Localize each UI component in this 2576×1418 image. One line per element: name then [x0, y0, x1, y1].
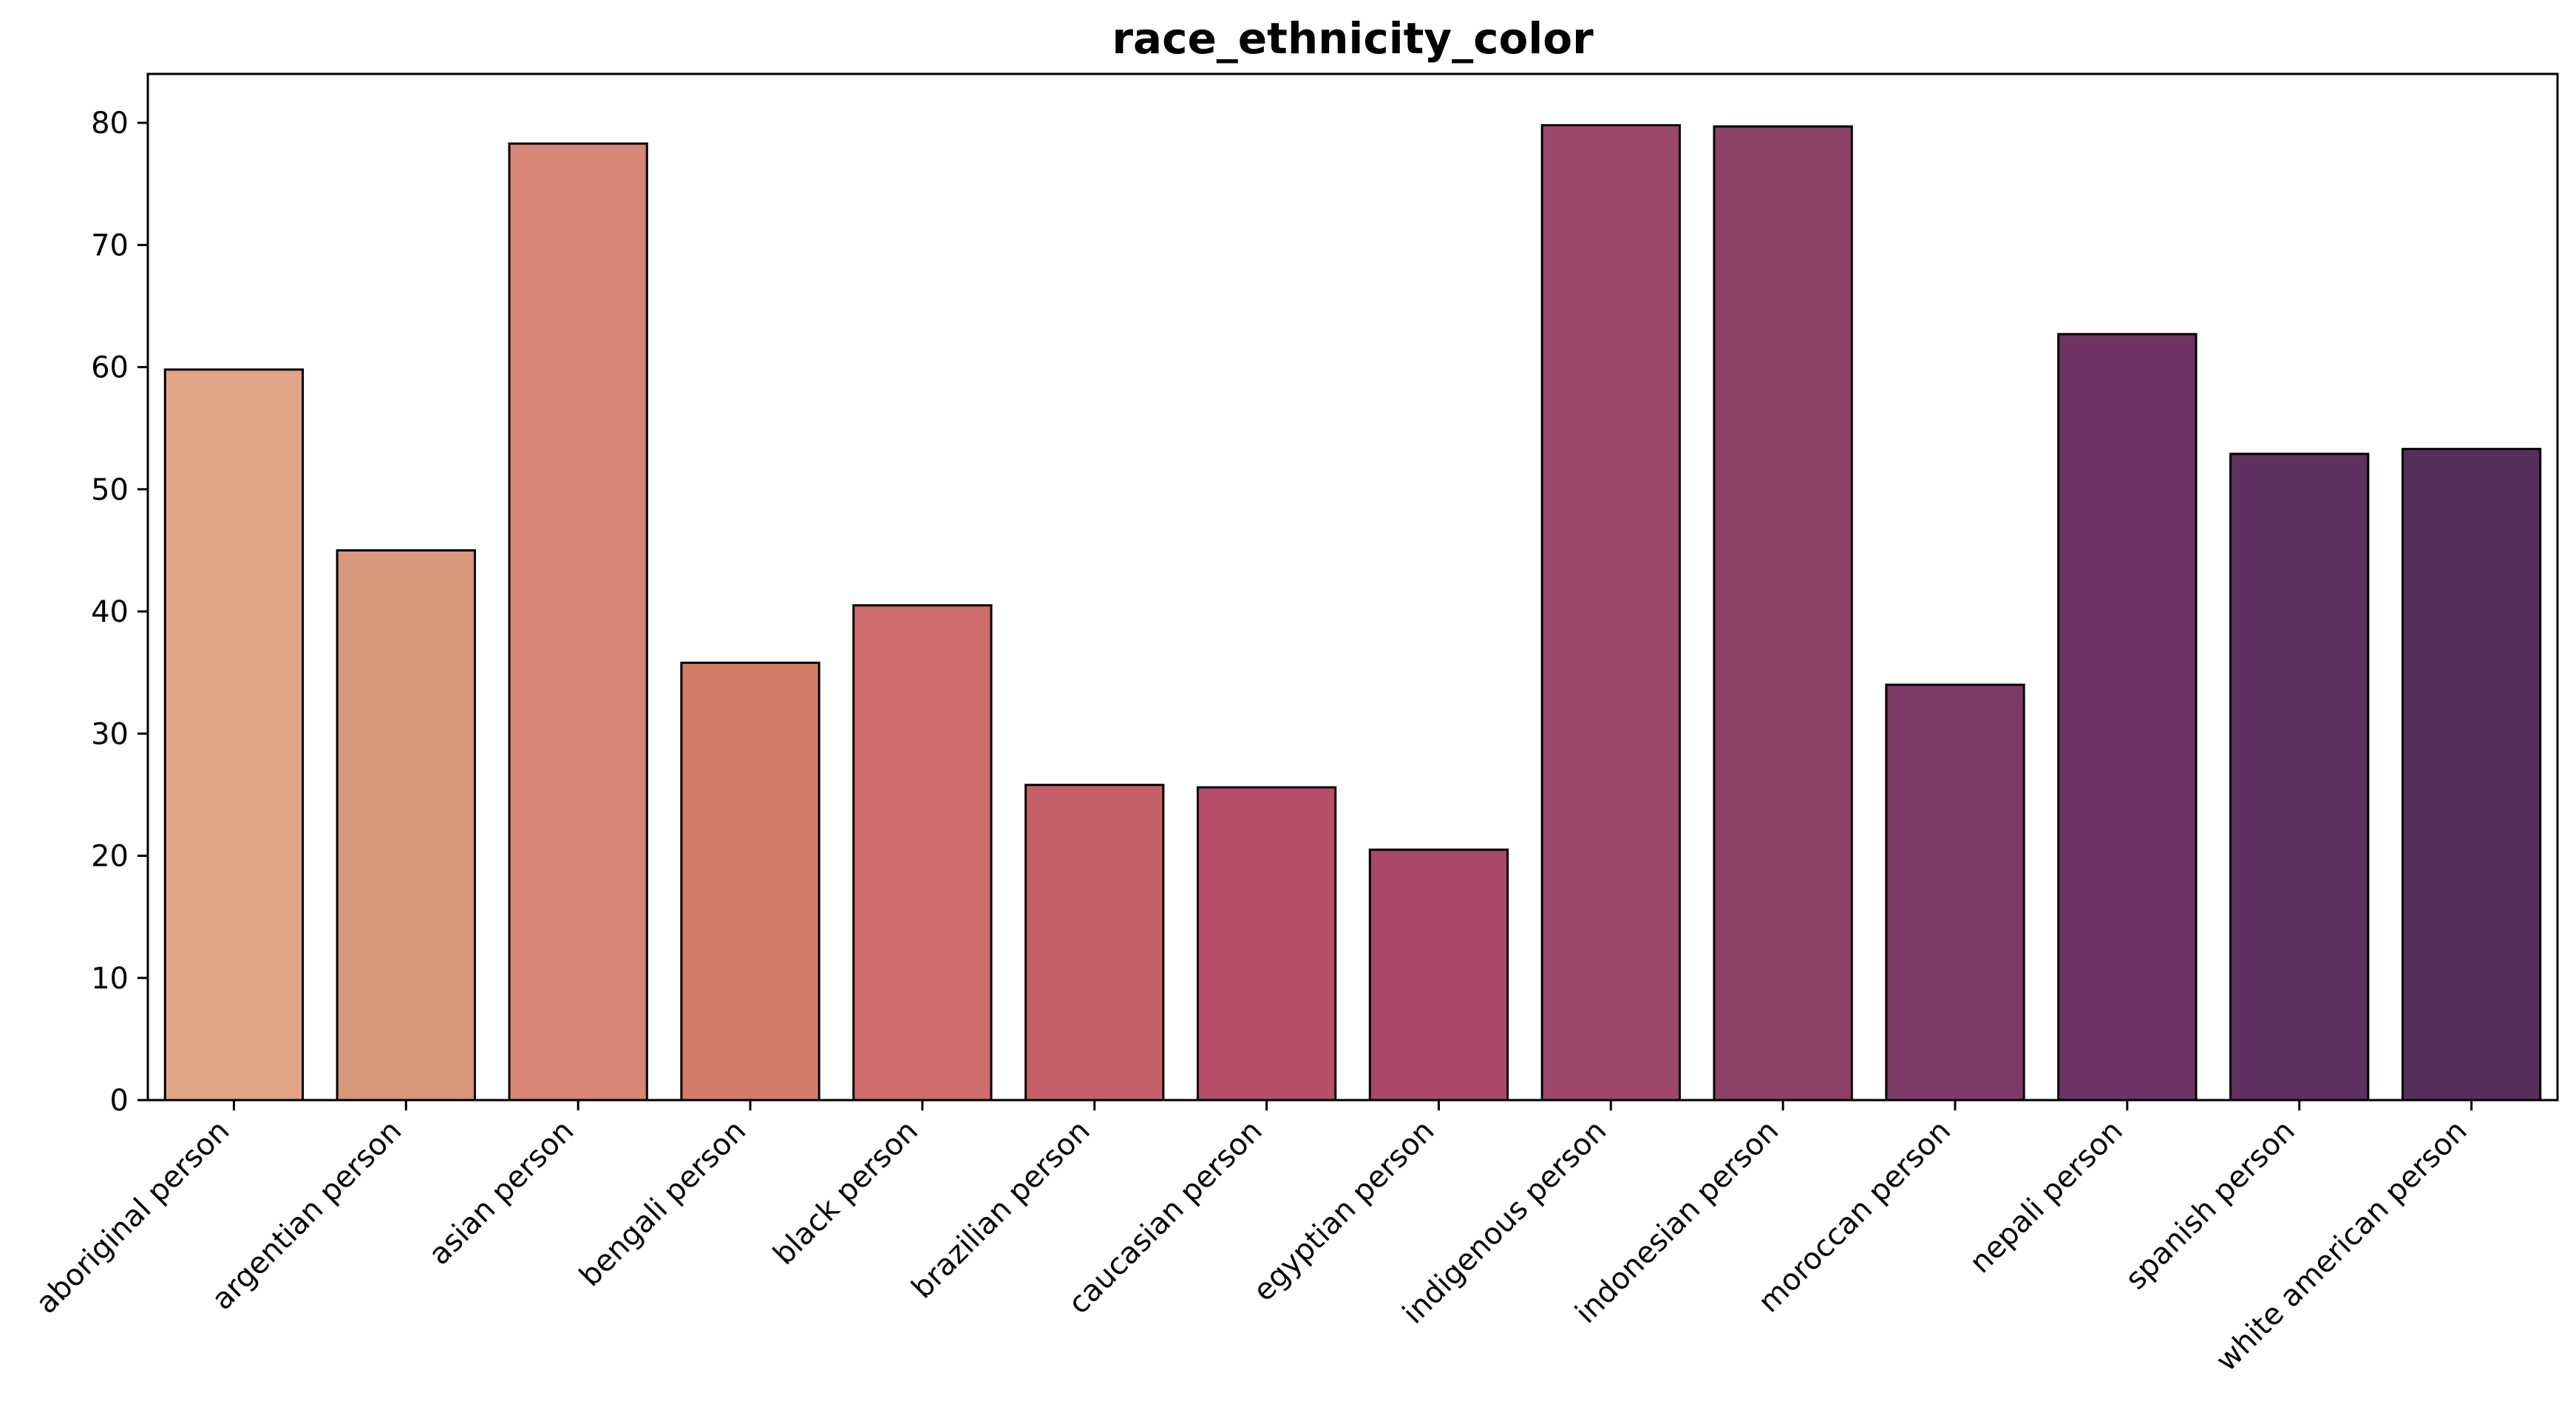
bar-asian-person [508, 142, 648, 1102]
y-axis: 0 10 20 30 40 50 60 70 80 [91, 106, 148, 1118]
bar-brazilian-person [1024, 784, 1165, 1102]
bar-indonesian-person [1713, 125, 1853, 1102]
bar-series [163, 123, 2542, 1102]
y-tick-label: 40 [91, 595, 129, 629]
bar-argentian-person [336, 549, 476, 1102]
chart-title: race_ethnicity_color [1112, 13, 1594, 64]
y-tick-label: 50 [91, 473, 129, 507]
y-tick-label: 10 [91, 962, 129, 996]
y-tick-label: 80 [91, 106, 129, 140]
bar-caucasian-person [1196, 786, 1337, 1102]
bar-indigenous-person [1540, 123, 1681, 1102]
bar-egyptian-person [1368, 848, 1509, 1102]
y-tick-label: 0 [110, 1084, 129, 1118]
bar-nepali-person [2057, 333, 2198, 1102]
y-tick-label: 70 [91, 228, 129, 262]
y-tick-label: 30 [91, 717, 129, 751]
y-tick-label: 60 [91, 351, 129, 385]
bar-white-american-person [2401, 447, 2542, 1102]
plot-frame [146, 72, 2559, 1102]
y-tick-label: 20 [91, 840, 129, 874]
bar-moroccan-person [1885, 683, 2025, 1102]
bar-black-person [852, 604, 993, 1102]
bar-spanish-person [2229, 452, 2370, 1102]
bar-bengali-person [680, 661, 820, 1102]
bar-aboriginal-person [163, 368, 305, 1102]
